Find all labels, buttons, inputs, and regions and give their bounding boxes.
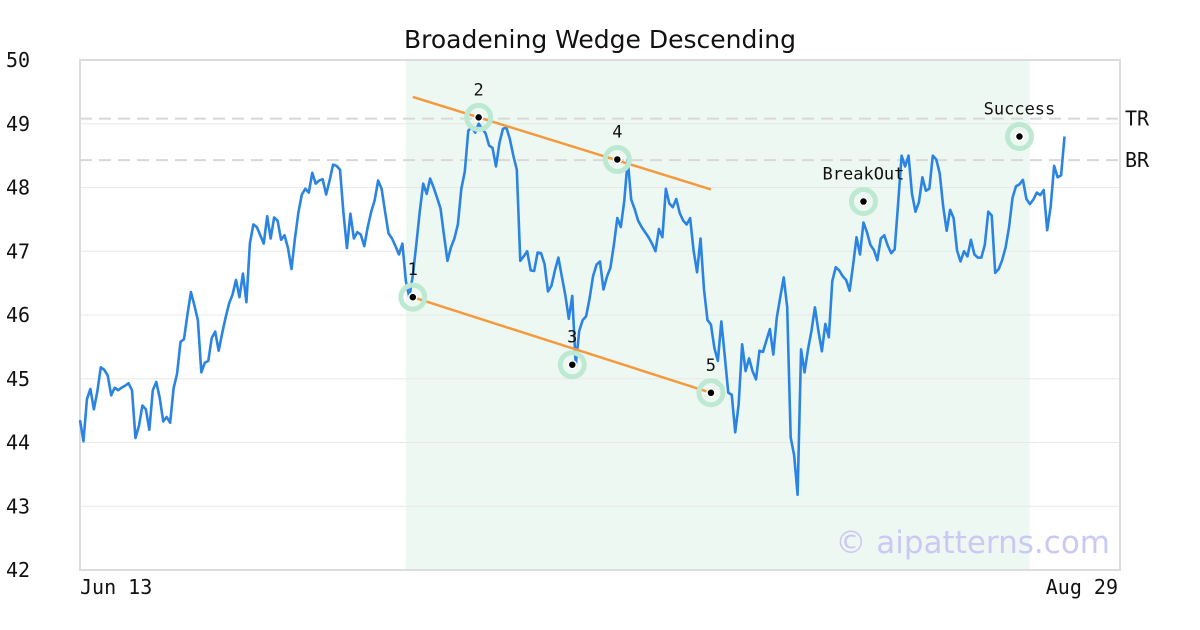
point-marker-ring: [557, 350, 587, 380]
point-label: 5: [706, 356, 716, 376]
point-marker-ring: [464, 102, 494, 132]
level-label: TR: [1125, 107, 1150, 131]
y-tick-label: 42: [6, 558, 30, 582]
point-label: BreakOut: [823, 165, 905, 185]
y-tick-label: 48: [6, 176, 30, 200]
y-tick-label: 50: [6, 48, 30, 72]
point-marker-ring: [602, 144, 632, 174]
watermark: © aipatterns.com: [835, 525, 1110, 561]
point-marker-ring: [696, 378, 726, 408]
y-tick-label: 49: [6, 112, 30, 136]
point-marker: [706, 388, 716, 398]
point-label: Success: [984, 100, 1056, 120]
point-marker: [612, 154, 623, 165]
point-marker-ring: [398, 282, 428, 312]
x-label-end: Aug 29: [1046, 575, 1118, 599]
level-label: BR: [1125, 148, 1150, 172]
point-marker: [473, 112, 484, 123]
price-line: [78, 122, 1066, 497]
point-label: 1: [408, 260, 418, 280]
trendline-lower: [412, 295, 712, 394]
point-marker: [1014, 131, 1025, 142]
y-tick-label: 43: [6, 494, 30, 518]
plot-area: 424344454647484950TRBR12345BreakOutSucce…: [6, 48, 1150, 582]
point-marker: [408, 292, 418, 302]
point-marker: [858, 196, 869, 207]
chart-title: Broadening Wedge Descending: [404, 25, 796, 54]
x-label-start: Jun 13: [80, 575, 152, 599]
trendline-upper: [412, 95, 712, 191]
plot-frame: [79, 59, 1121, 571]
point-marker-ring: [1004, 122, 1034, 151]
y-tick-label: 47: [6, 239, 30, 263]
point-label: 3: [567, 328, 577, 348]
y-tick-label: 44: [6, 431, 30, 455]
point-label: 2: [474, 80, 484, 100]
point-marker-ring: [848, 187, 878, 217]
point-marker: [567, 359, 578, 370]
point-label: 4: [612, 122, 622, 142]
y-tick-label: 46: [6, 303, 30, 327]
y-tick-label: 45: [6, 367, 30, 391]
